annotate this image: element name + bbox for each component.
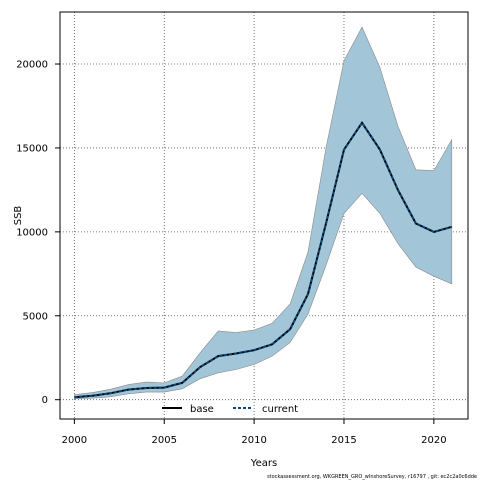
legend-current-label: current [262,404,298,415]
x-tick-label: 2015 [331,435,356,446]
y-tick-label: 10000 [16,227,48,238]
y-tick-label: 0 [42,395,48,406]
y-tick-label: 5000 [23,311,48,322]
y-axis: 0 5000 10000 15000 20000 [16,60,60,406]
x-tick-label: 2010 [241,435,266,446]
y-tick-label: 15000 [16,143,48,154]
plot-frame [59,11,469,420]
series-line-current [74,121,453,399]
x-tick-label: 2000 [62,435,87,446]
legend-base-label: base [190,404,214,415]
y-axis-label: SSB [13,206,24,226]
x-tick-label: 2005 [152,435,177,446]
legend: base current [162,404,298,415]
footer-attribution: stockassessment.org, WKGREEN_GRO_wInshor… [267,474,477,480]
series-lines [74,121,453,399]
confidence-band [74,26,453,400]
x-axis: 2000 2005 2010 2015 2020 [62,419,447,446]
y-tick-label: 20000 [16,60,48,71]
x-tick-label: 2020 [421,435,446,446]
x-axis-label: Years [250,458,277,469]
